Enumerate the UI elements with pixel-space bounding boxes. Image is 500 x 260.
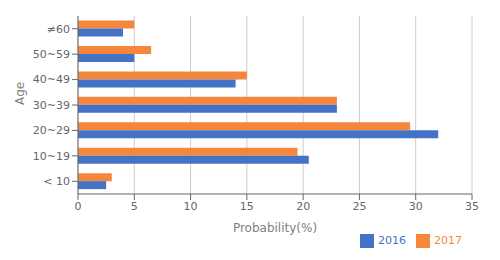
html-text:2016: 2016 [378, 234, 406, 247]
svg-text:10~19: 10~19 [33, 150, 70, 163]
svg-text:0: 0 [75, 200, 82, 213]
svg-text:5: 5 [131, 200, 138, 213]
svg-text:25: 25 [352, 200, 366, 213]
svg-text:10: 10 [184, 200, 198, 213]
html-text:2017: 2017 [434, 234, 462, 247]
svg-text:30~39: 30~39 [33, 99, 70, 112]
svg-text:50~59: 50~59 [33, 48, 70, 61]
svg-text:Age: Age [13, 82, 27, 105]
svg-text:15: 15 [240, 200, 254, 213]
svg-text:35: 35 [465, 200, 479, 213]
svg-text:20~29: 20~29 [33, 124, 70, 137]
svg-text:< 10: < 10 [43, 175, 70, 188]
svg-text:≠60: ≠60 [47, 23, 70, 36]
svg-text:20: 20 [296, 200, 310, 213]
svg-text:Probability(%): Probability(%) [233, 221, 317, 235]
svg-text:30: 30 [409, 200, 423, 213]
svg-text:40~49: 40~49 [33, 73, 70, 86]
